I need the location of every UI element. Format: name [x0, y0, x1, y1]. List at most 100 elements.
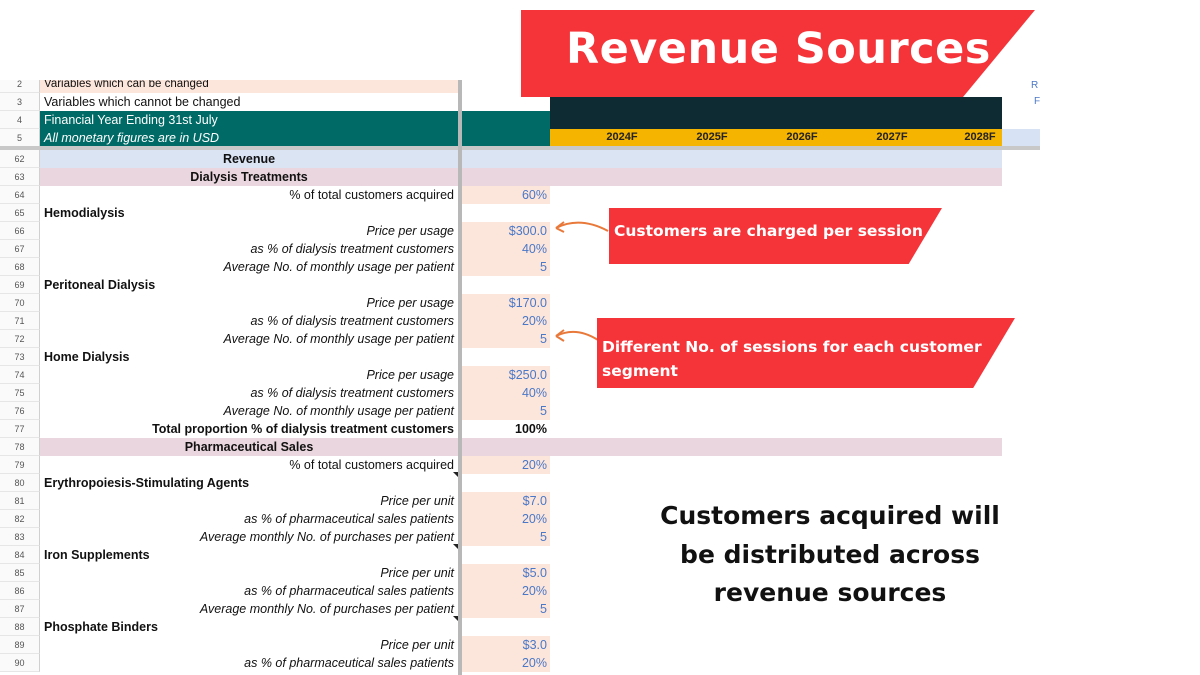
row-number[interactable]: 72 [0, 330, 40, 348]
row-label[interactable]: as % of pharmaceutical sales patients [244, 584, 454, 598]
comment-marker-icon[interactable] [453, 544, 458, 549]
input-cell[interactable]: $5.0 [462, 564, 550, 582]
year-header[interactable]: 2027F [876, 131, 908, 143]
input-cell[interactable]: 40% [462, 240, 550, 258]
row-number[interactable]: 64 [0, 186, 40, 204]
row-label[interactable]: Price per unit [380, 638, 454, 652]
row-label[interactable]: Average monthly No. of purchases per pat… [199, 602, 454, 616]
input-cell[interactable]: 5 [462, 600, 550, 618]
comment-marker-icon[interactable] [453, 616, 458, 621]
row-number[interactable]: 77 [0, 420, 40, 438]
row-number[interactable]: 90 [0, 654, 40, 672]
input-cell[interactable]: 60% [462, 186, 550, 204]
row-number[interactable]: 82 [0, 510, 40, 528]
total-label[interactable]: Total proportion % of dialysis treatment… [152, 422, 454, 436]
row-number[interactable]: 2 [0, 80, 40, 93]
row-label[interactable]: as % of dialysis treatment customers [250, 314, 454, 328]
input-cell[interactable]: $170.0 [462, 294, 550, 312]
input-cell[interactable]: $300.0 [462, 222, 550, 240]
row-label[interactable]: Average No. of monthly usage per patient [223, 404, 454, 418]
row-label[interactable]: % of total customers acquired [289, 188, 454, 202]
year-header[interactable]: 2025F [696, 131, 728, 143]
row-number[interactable]: 70 [0, 294, 40, 312]
row-number[interactable]: 84 [0, 546, 40, 564]
cell-legend-changeable[interactable]: Variables which can be changed [40, 80, 458, 93]
total-value[interactable]: 100% [515, 422, 547, 436]
frozen-column-divider[interactable] [458, 80, 462, 675]
input-cell[interactable]: $250.0 [462, 366, 550, 384]
row-number[interactable]: 68 [0, 258, 40, 276]
group-label[interactable]: Iron Supplements [44, 548, 150, 562]
sheet-row: 80 Erythropoiesis-Stimulating Agents [0, 474, 1040, 492]
group-label[interactable]: Phosphate Binders [44, 620, 158, 634]
input-cell[interactable]: 20% [462, 654, 550, 672]
section-header-dialysis[interactable]: Dialysis Treatments [40, 168, 458, 186]
section-header-pharma[interactable]: Pharmaceutical Sales [40, 438, 458, 456]
input-cell[interactable]: 20% [462, 456, 550, 474]
row-number[interactable]: 73 [0, 348, 40, 366]
input-cell[interactable]: 20% [462, 582, 550, 600]
frozen-row-divider[interactable] [0, 146, 1040, 150]
row-number[interactable]: 87 [0, 600, 40, 618]
row-number[interactable]: 86 [0, 582, 40, 600]
row-number[interactable]: 63 [0, 168, 40, 186]
input-cell[interactable]: 5 [462, 402, 550, 420]
row-label[interactable]: Price per unit [380, 494, 454, 508]
cell-currency-note[interactable]: All monetary figures are in USD [40, 129, 458, 147]
row-label[interactable]: Price per usage [366, 296, 454, 310]
note-line: Customers acquired will [660, 501, 1000, 530]
row-label[interactable]: Average No. of monthly usage per patient [223, 260, 454, 274]
row-number[interactable]: 79 [0, 456, 40, 474]
row-number[interactable]: 76 [0, 402, 40, 420]
row-number[interactable]: 69 [0, 276, 40, 294]
comment-marker-icon[interactable] [453, 472, 458, 477]
row-number[interactable]: 80 [0, 474, 40, 492]
row-label[interactable]: as % of dialysis treatment customers [250, 242, 454, 256]
row-number[interactable]: 81 [0, 492, 40, 510]
group-label[interactable]: Erythropoiesis-Stimulating Agents [44, 476, 250, 490]
group-label[interactable]: Home Dialysis [44, 350, 130, 364]
row-number[interactable]: 75 [0, 384, 40, 402]
cell-financial-year[interactable]: Financial Year Ending 31st July [40, 111, 458, 129]
row-label[interactable]: as % of pharmaceutical sales patients [244, 512, 454, 526]
row-number[interactable]: 71 [0, 312, 40, 330]
group-label[interactable]: Hemodialysis [44, 206, 125, 220]
section-header-revenue[interactable]: Revenue [40, 150, 458, 168]
year-header[interactable]: 2028F [964, 131, 996, 143]
input-cell[interactable]: 40% [462, 384, 550, 402]
row-label[interactable]: Average No. of monthly usage per patient [223, 332, 454, 346]
row-label[interactable]: Price per usage [366, 368, 454, 382]
row-number[interactable]: 67 [0, 240, 40, 258]
row-number[interactable]: 89 [0, 636, 40, 654]
row-number[interactable]: 62 [0, 150, 40, 168]
input-cell[interactable]: 20% [462, 312, 550, 330]
cell-legend-fixed[interactable]: Variables which cannot be changed [44, 95, 241, 109]
year-header[interactable]: 2024F [606, 131, 638, 143]
input-cell[interactable]: 5 [462, 528, 550, 546]
row-number[interactable]: 65 [0, 204, 40, 222]
row-number[interactable]: 78 [0, 438, 40, 456]
cell-teal-fill[interactable] [462, 129, 554, 147]
cell-teal-fill[interactable] [462, 111, 554, 129]
row-number[interactable]: 85 [0, 564, 40, 582]
row-label[interactable]: as % of dialysis treatment customers [250, 386, 454, 400]
row-label[interactable]: Price per usage [366, 224, 454, 238]
row-number[interactable]: 3 [0, 93, 40, 111]
input-cell[interactable]: $3.0 [462, 636, 550, 654]
row-number[interactable]: 66 [0, 222, 40, 240]
input-cell[interactable]: 5 [462, 258, 550, 276]
row-number[interactable]: 4 [0, 111, 40, 129]
year-header[interactable]: 2026F [786, 131, 818, 143]
group-label[interactable]: Peritoneal Dialysis [44, 278, 156, 292]
input-cell[interactable]: 5 [462, 330, 550, 348]
row-number[interactable]: 83 [0, 528, 40, 546]
row-number[interactable]: 74 [0, 366, 40, 384]
row-label[interactable]: as % of pharmaceutical sales patients [244, 656, 454, 670]
row-label[interactable]: Average monthly No. of purchases per pat… [199, 530, 454, 544]
input-cell[interactable]: 20% [462, 510, 550, 528]
row-number[interactable]: 88 [0, 618, 40, 636]
row-label[interactable]: Price per unit [380, 566, 454, 580]
row-number[interactable]: 5 [0, 129, 40, 147]
input-cell[interactable]: $7.0 [462, 492, 550, 510]
row-label[interactable]: % of total customers acquired [289, 458, 454, 472]
